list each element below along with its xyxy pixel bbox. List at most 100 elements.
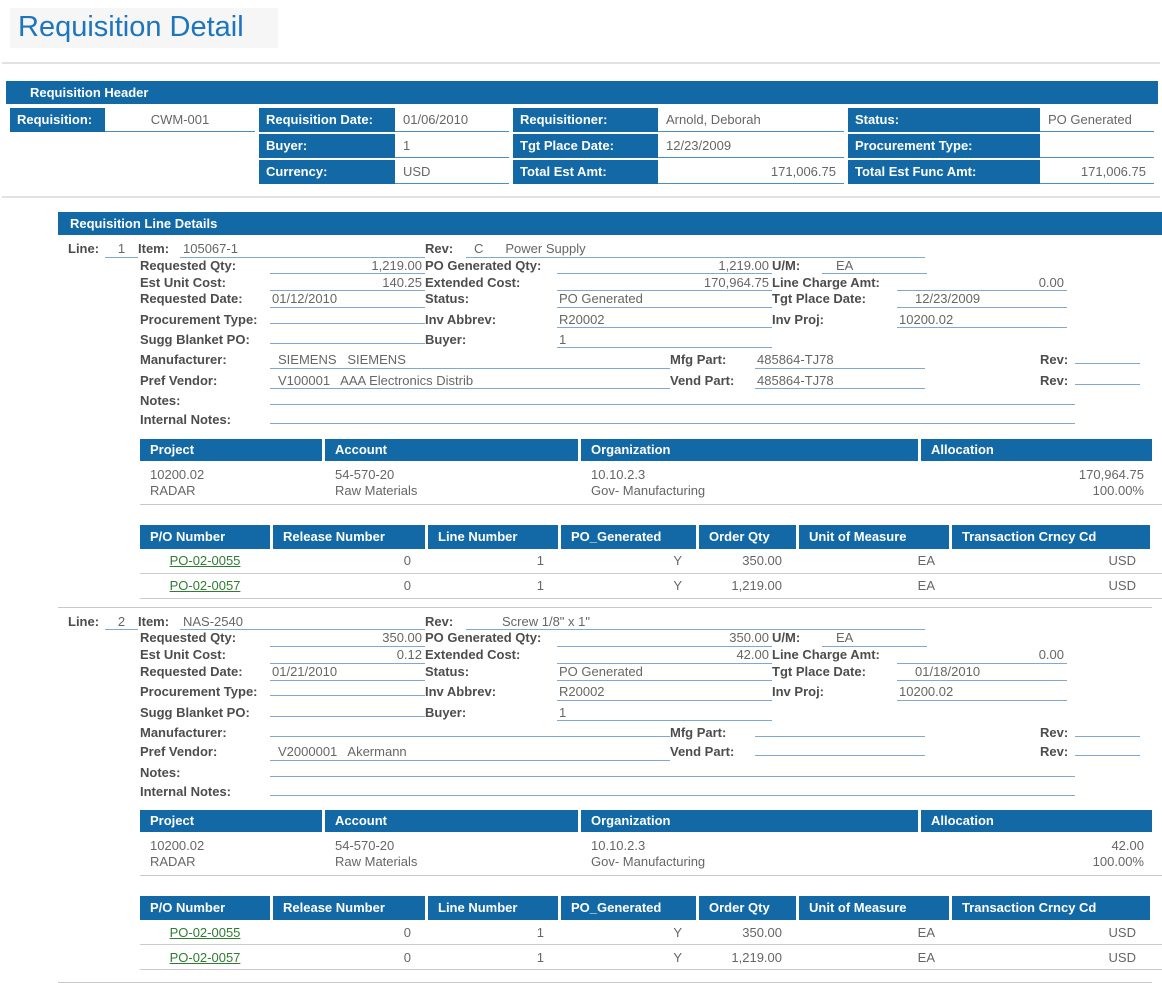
pref-vendor-label: Pref Vendor: [140, 744, 218, 760]
status-value: PO Generated [557, 292, 772, 308]
account-cell: Raw Materials [335, 854, 418, 870]
inv-abbrev-label: Inv Abbrev: [425, 684, 497, 700]
order-qty-cell: 350.00 [742, 553, 782, 569]
requested-qty-label: Requested Qty: [140, 257, 237, 273]
vend-rev-label: Rev: [1040, 744, 1069, 760]
po-table-row: PO-02-0055 0 1 Y 350.00 EA USD [140, 920, 1162, 946]
organization-cell: Gov- Manufacturing [591, 482, 706, 498]
currency-label: Currency: [259, 160, 395, 184]
rev-value: Screw 1/8" x 1" [466, 613, 925, 631]
item-description: Screw 1/8" x 1" [502, 613, 590, 629]
internal-notes-label: Internal Notes: [140, 412, 232, 428]
status-label: Status: [848, 108, 1040, 132]
project-cell: RADAR [150, 854, 196, 870]
total-est-func-amt-label: Total Est Func Amt: [848, 160, 1040, 184]
line-2-fields: Line: 2 Item: NAS-2540 Rev: Screw 1/8" x… [68, 613, 1162, 800]
item-label: Item: [138, 613, 170, 629]
procurement-type-value [1040, 134, 1154, 158]
requisition-date-value: 01/06/2010 [395, 108, 509, 132]
rev-label: Rev: [425, 241, 454, 256]
status-value: PO Generated [557, 665, 772, 681]
transaction-crncy-header: Transaction Crncy Cd [952, 524, 1150, 549]
po-generated-cell: Y [673, 578, 682, 594]
po-generated-header: PO_Generated [561, 524, 696, 549]
um-value: EA [822, 258, 927, 275]
po-number-link[interactable]: PO-02-0057 [169, 578, 241, 594]
po-number-link[interactable]: PO-02-0057 [169, 949, 241, 965]
field-row: Requested Qty: 350.00 PO Generated Qty: … [140, 631, 1162, 647]
line-details-bar: Requisition Line Details [58, 212, 1162, 235]
line-1-section: Line: 1 Item: 105067-1 Rev: C Power Suppl… [58, 241, 1162, 599]
um-label: U/M: [772, 630, 801, 646]
project-header: Project [140, 438, 322, 461]
po-number-link[interactable]: PO-02-0055 [169, 924, 241, 940]
manufacturer-label: Manufacturer: [140, 352, 227, 368]
line-2-po-table: P/O Number Release Number Line Number PO… [140, 896, 1162, 971]
unit-of-measure-cell: EA [917, 553, 935, 569]
requested-qty-label: Requested Qty: [140, 630, 237, 646]
mfg-part-value [755, 722, 925, 737]
mfg-part-label: Mfg Part: [670, 352, 727, 368]
account-cell: 54-570-20 [335, 838, 395, 854]
header-row-1: Requisition: CWM-001 Requisition Date: 0… [10, 108, 1162, 132]
project-table-header: Project Account Organization Allocation [140, 810, 1162, 833]
vend-part-label: Vend Part: [670, 372, 735, 388]
mfg-rev-value [1075, 722, 1140, 737]
procurement-type-label: Procurement Type: [140, 311, 258, 327]
organization-cell: 10.10.2.3 [591, 838, 646, 854]
field-row: Requested Date: 01/12/2010 Status: PO Ge… [140, 292, 1162, 308]
tgt-place-date-value: 12/23/2009 [897, 292, 1067, 308]
tgt-place-date-label: Tgt Place Date: [513, 134, 658, 158]
release-number-cell: 0 [403, 924, 411, 940]
pref-vendor-label: Pref Vendor: [140, 372, 218, 388]
table-row: RADAR Raw Materials Gov- Manufacturing 1… [140, 854, 1162, 870]
allocation-cell: 42.00 [1111, 838, 1144, 854]
transaction-crncy-cell: USD [1108, 553, 1136, 569]
inv-abbrev-label: Inv Abbrev: [425, 311, 497, 327]
buyer-value: 1 [557, 332, 772, 349]
project-header: Project [140, 810, 322, 833]
inv-abbrev-value: R20002 [557, 685, 772, 701]
inv-abbrev-value: R20002 [557, 312, 772, 329]
field-row: Requested Date: 01/21/2010 Status: PO Ge… [140, 665, 1162, 681]
mfg-part-label: Mfg Part: [670, 724, 727, 740]
field-row: Est Unit Cost: 0.12 Extended Cost: 42.00… [140, 648, 1162, 664]
um-value: EA [822, 631, 927, 647]
item-description: Power Supply [505, 241, 586, 256]
line-2-project-table: Project Account Organization Allocation … [140, 810, 1162, 877]
requisition-header-grid: Requisition: CWM-001 Requisition Date: 0… [10, 108, 1162, 184]
internal-notes-value [270, 410, 1075, 425]
status-label: Status: [425, 291, 470, 307]
line-number-cell: 1 [536, 924, 544, 940]
status-label: Status: [425, 664, 470, 680]
line-2-section: Line: 2 Item: NAS-2540 Rev: Screw 1/8" x… [58, 613, 1162, 971]
tgt-place-date-label: Tgt Place Date: [772, 664, 866, 680]
line-charge-amt-value: 0.00 [897, 275, 1067, 292]
po-number-cell: PO-02-0055 [140, 925, 270, 940]
po-generated-qty-value: 1,219.00 [557, 258, 772, 275]
extended-cost-label: Extended Cost: [425, 274, 521, 290]
field-row: Sugg Blanket PO: Buyer: 1 [140, 702, 1162, 722]
procurement-type-value [270, 309, 425, 324]
sugg-blanket-po-value [270, 329, 425, 344]
transaction-crncy-cell: USD [1108, 949, 1136, 965]
vend-part-value [755, 742, 925, 757]
procurement-type-label: Procurement Type: [848, 134, 1040, 158]
allocation-cell: 100.00% [1092, 854, 1144, 870]
rev-value: C Power Supply [466, 241, 925, 258]
po-number-link[interactable]: PO-02-0055 [169, 553, 241, 569]
internal-notes-value [270, 781, 1075, 796]
line-label: Line: [68, 241, 100, 256]
manufacturer-label: Manufacturer: [140, 724, 227, 740]
line-number-header: Line Number [428, 896, 558, 921]
unit-of-measure-header: Unit of Measure [799, 896, 949, 921]
tgt-place-date-label: Tgt Place Date: [772, 291, 866, 307]
field-row: Est Unit Cost: 140.25 Extended Cost: 170… [140, 274, 1162, 292]
title-divider [2, 62, 1160, 64]
requisition-label: Requisition: [10, 108, 105, 132]
field-row: Sugg Blanket PO: Buyer: 1 [140, 329, 1162, 349]
line-label: Line: [68, 613, 100, 629]
requisition-date-label: Requisition Date: [259, 108, 395, 132]
vend-rev-value [1075, 742, 1140, 757]
po-generated-qty-label: PO Generated Qty: [425, 630, 542, 646]
